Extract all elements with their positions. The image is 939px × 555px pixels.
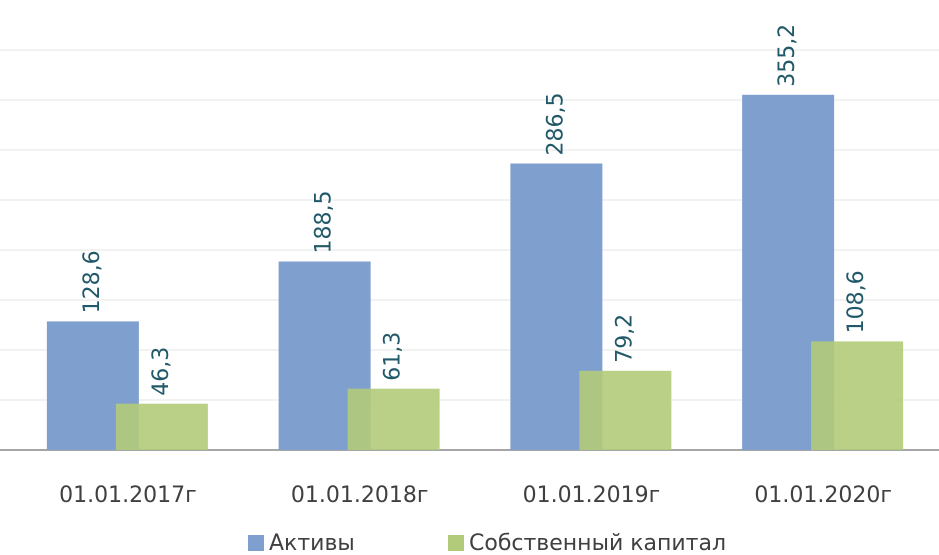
- value-label: 286,5: [543, 93, 568, 156]
- legend-swatch: [448, 535, 464, 551]
- x-tick-label: 01.01.2019г: [523, 483, 661, 508]
- bar: [347, 388, 440, 450]
- value-label: 61,3: [381, 332, 406, 381]
- value-label: 79,2: [612, 314, 637, 363]
- value-label: 128,6: [80, 250, 105, 313]
- legend-swatch: [248, 535, 264, 551]
- bar: [579, 370, 672, 450]
- value-label: 46,3: [149, 347, 174, 396]
- legend-label: Собственный капитал: [469, 531, 726, 555]
- x-tick-label: 01.01.2017г: [59, 483, 197, 508]
- legend-label: Активы: [269, 531, 355, 555]
- value-label: 355,2: [775, 24, 800, 87]
- value-label: 108,6: [844, 270, 869, 333]
- bar: [811, 341, 904, 450]
- bar: [115, 403, 208, 450]
- x-tick-label: 01.01.2020г: [754, 483, 892, 508]
- value-label: 188,5: [312, 191, 337, 254]
- x-tick-label: 01.01.2018г: [291, 483, 429, 508]
